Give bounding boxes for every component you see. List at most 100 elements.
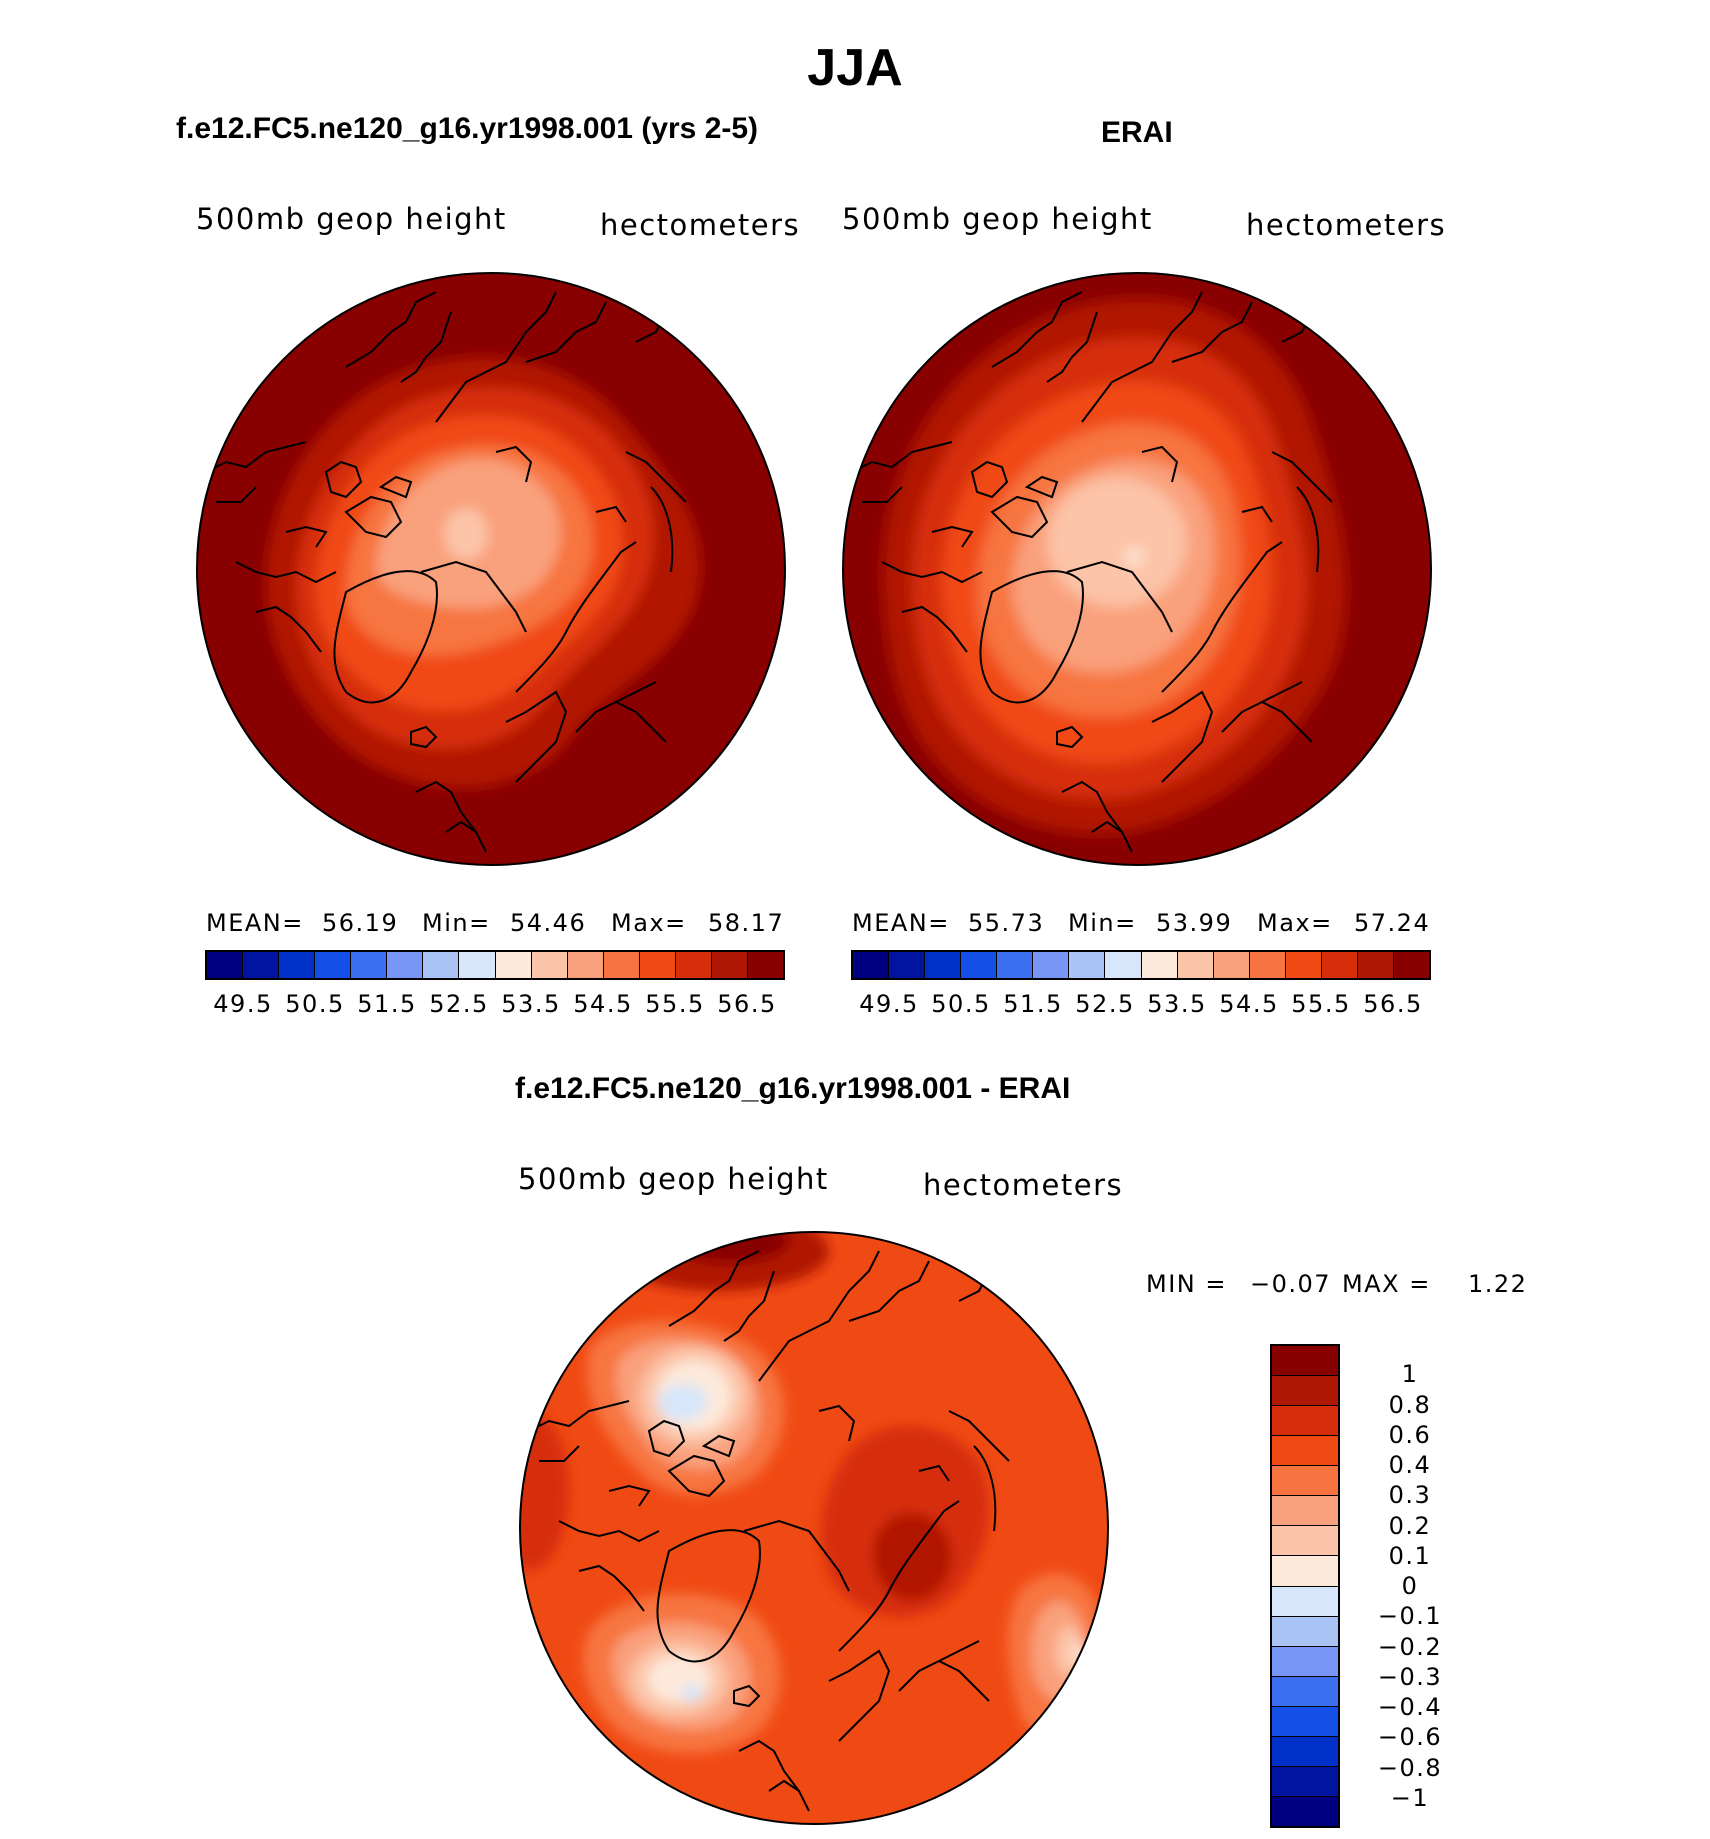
panel-diff-units-label: hectometers: [923, 1168, 1124, 1202]
colorbar-tick-label: 52.5: [1075, 990, 1135, 1018]
panel-diff-map-border: [519, 1231, 1109, 1825]
colorbar-swatch: [961, 952, 998, 978]
panel-model-height-field: [197, 273, 785, 865]
panel-erai-mean-label: MEAN=: [852, 909, 950, 937]
colorbar-swatch: [279, 952, 316, 978]
colorbar-tick-label: 56.5: [717, 990, 777, 1018]
colorbar-tick-label: 54.5: [573, 990, 633, 1018]
panel-erai-polar-map: [842, 272, 1432, 866]
colorbar-tick-label: 49.5: [859, 990, 919, 1018]
colorbar-swatch: [1272, 1496, 1338, 1527]
colorbar-tick-label: −0.8: [1377, 1753, 1443, 1782]
colorbar-tick-label: 0.3: [1388, 1481, 1432, 1510]
colorbar-swatch: [1272, 1466, 1338, 1497]
colorbar-swatch: [1272, 1736, 1338, 1767]
colorbar-swatch: [675, 952, 712, 978]
colorbar-swatch: [1069, 952, 1106, 978]
panel-erai-map-border: [842, 272, 1432, 866]
colorbar-swatch: [1357, 952, 1394, 978]
colorbar-tick-label: −1: [1390, 1783, 1430, 1812]
colorbar-swatch: [243, 952, 280, 978]
colorbar-tick-label: 0.2: [1388, 1511, 1432, 1540]
colorbar-swatch: [1285, 952, 1322, 978]
panel-diff-min-label: MIN =: [1146, 1270, 1227, 1298]
panel-erai-min-label: Min=: [1068, 909, 1137, 937]
panel-diff-height-field: [520, 1232, 1108, 1824]
colorbar-swatch: [1272, 1646, 1338, 1677]
panel-model-colorbar-labels: 49.5 50.5 51.5 52.5 53.5 54.5 55.5 56.5: [207, 990, 783, 1020]
panel-diff-max-value: 1.22: [1468, 1270, 1528, 1298]
colorbar-swatch: [423, 952, 460, 978]
panel-diff-title: f.e12.FC5.ne120_g16.yr1998.001 - ERAI: [515, 1072, 1071, 1105]
colorbar-tick-label: 52.5: [429, 990, 489, 1018]
colorbar-swatch: [1033, 952, 1070, 978]
colorbar-tick-label: 0.1: [1388, 1541, 1432, 1570]
colorbar-swatch: [459, 952, 496, 978]
panel-model-min-value: 54.46: [510, 909, 587, 937]
panel-erai-mean-value: 55.73: [968, 909, 1045, 937]
panel-diff-polar-map: [519, 1231, 1109, 1825]
panel-model-units-label: hectometers: [600, 208, 801, 242]
colorbar-swatch: [207, 952, 244, 978]
colorbar-swatch: [1272, 1706, 1338, 1737]
panel-model-mean-label: MEAN=: [206, 909, 304, 937]
colorbar-swatch: [1393, 952, 1429, 978]
colorbar-swatch: [1321, 952, 1358, 978]
colorbar-swatch: [351, 952, 388, 978]
colorbar-swatch: [1272, 1406, 1338, 1437]
panel-model-variable-label: 500mb geop height: [196, 202, 507, 236]
colorbar-swatch: [1272, 1796, 1338, 1826]
colorbar-tick-label: −0.6: [1377, 1723, 1443, 1752]
colorbar-swatch: [889, 952, 926, 978]
panel-diff-coastlines: [528, 1250, 1010, 1812]
colorbar-tick-label: 51.5: [1003, 990, 1063, 1018]
colorbar-tick-label: 53.5: [1147, 990, 1207, 1018]
colorbar-tick-label: 0: [1401, 1572, 1419, 1600]
colorbar-tick-label: −0.4: [1377, 1693, 1443, 1721]
panel-erai-units-label: hectometers: [1246, 208, 1447, 242]
colorbar-swatch: [1272, 1616, 1338, 1647]
colorbar-swatch: [711, 952, 748, 978]
colorbar-swatch: [387, 952, 424, 978]
colorbar-swatch: [925, 952, 962, 978]
colorbar-tick-label: 55.5: [1291, 990, 1351, 1018]
colorbar-swatch: [997, 952, 1034, 978]
colorbar-swatch: [1272, 1586, 1338, 1617]
panel-erai-max-value: 57.24: [1354, 909, 1431, 937]
colorbar-swatch: [1213, 952, 1250, 978]
panel-model-max-label: Max=: [611, 909, 687, 937]
colorbar-swatch: [1249, 952, 1286, 978]
panel-model-map-border: [196, 272, 786, 866]
colorbar-tick-label: 54.5: [1219, 990, 1279, 1018]
panel-model-max-value: 58.17: [708, 909, 785, 937]
panel-model-min-label: Min=: [422, 909, 491, 937]
colorbar-swatch: [1272, 1766, 1338, 1797]
panel-model-coastlines: [205, 291, 687, 853]
colorbar-swatch: [603, 952, 640, 978]
panel-erai-colorbar: [851, 950, 1431, 980]
colorbar-tick-label: 50.5: [931, 990, 991, 1018]
colorbar-swatch: [567, 952, 604, 978]
panel-diff-variable-label: 500mb geop height: [518, 1162, 829, 1196]
figure-title: JJA: [807, 39, 903, 97]
colorbar-tick-label: 49.5: [213, 990, 273, 1018]
colorbar-tick-label: 50.5: [285, 990, 345, 1018]
colorbar-tick-label: 51.5: [357, 990, 417, 1018]
colorbar-swatch: [1272, 1676, 1338, 1707]
colorbar-swatch: [1272, 1436, 1338, 1467]
colorbar-swatch: [747, 952, 783, 978]
colorbar-swatch: [1272, 1346, 1338, 1377]
colorbar-tick-label: −0.1: [1377, 1602, 1443, 1631]
colorbar-tick-label: 0.4: [1388, 1451, 1432, 1479]
colorbar-swatch: [531, 952, 568, 978]
panel-model-polar-map: [196, 272, 786, 866]
panel-erai-variable-label: 500mb geop height: [842, 202, 1153, 236]
colorbar-swatch: [495, 952, 532, 978]
panel-erai-min-value: 53.99: [1156, 909, 1233, 937]
colorbar-swatch: [639, 952, 676, 978]
panel-diff-min-value: −0.07: [1250, 1270, 1332, 1298]
panel-erai-height-field: [843, 273, 1431, 865]
colorbar-tick-label: 53.5: [501, 990, 561, 1018]
panel-diff-colorbar-labels: 1 0.8 0.6 0.4 0.3 0.2 0.1 0 −0.1 −0.2 −0.3 −0.4 −0.6…: [1350, 1344, 1470, 1828]
colorbar-tick-label: 0.8: [1388, 1390, 1432, 1419]
